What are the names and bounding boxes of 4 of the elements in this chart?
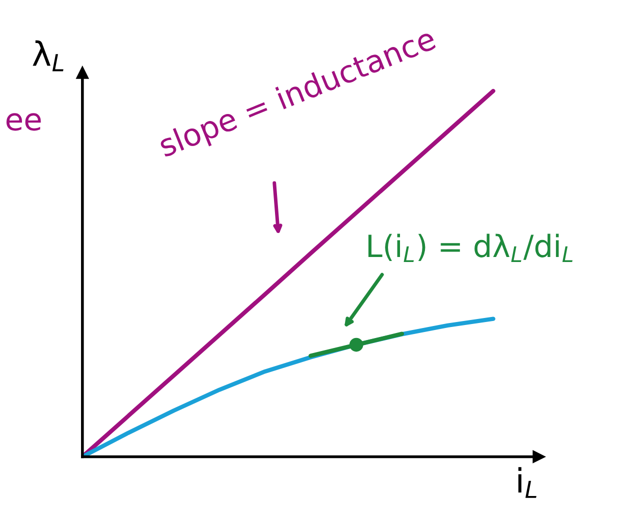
x-axis-title: i$_{L}$: [518, 467, 536, 498]
y-axis-title: λ$_{L}$: [32, 40, 64, 72]
annotation: L(i$_{L}$) = dλ$_{L}$/di$_{L}$: [368, 234, 572, 262]
text: ee: [6, 113, 41, 131]
